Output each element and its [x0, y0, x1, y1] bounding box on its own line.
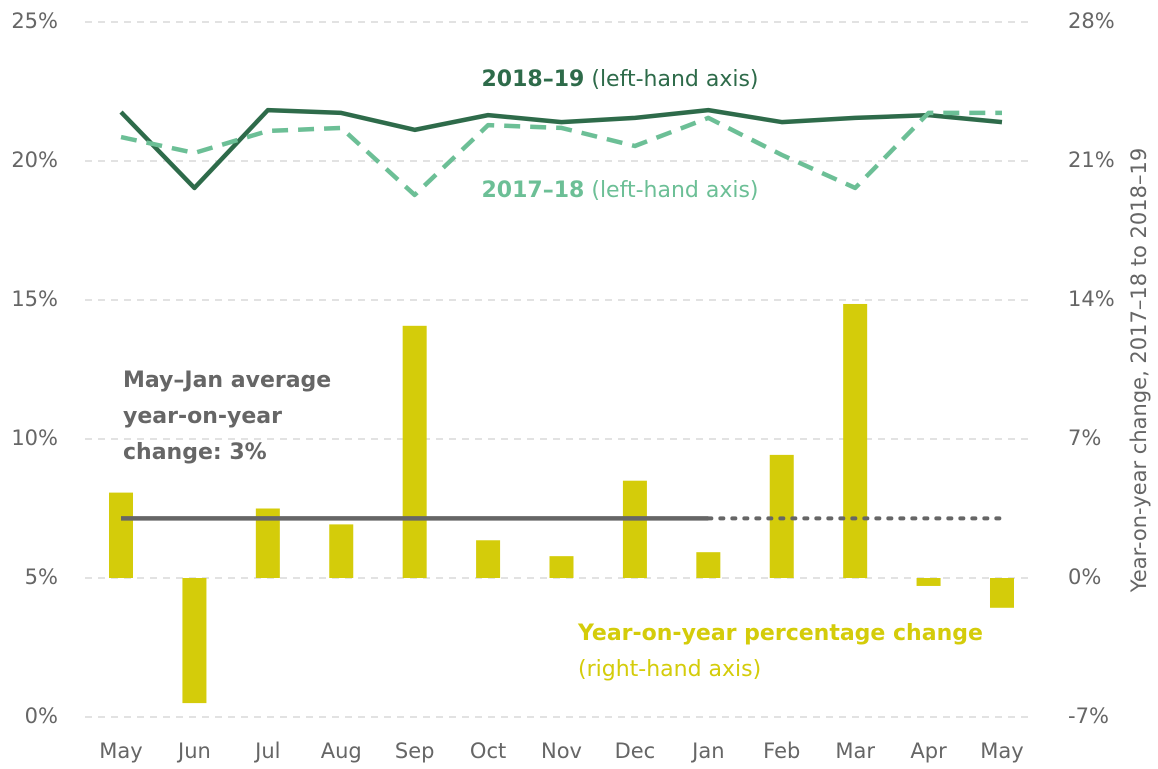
- y-tick-label: 20%: [11, 148, 58, 172]
- y-tick-label: 10%: [11, 426, 58, 450]
- line-series: [119, 107, 1003, 191]
- series-label: 2018–19 (left-hand axis): [482, 67, 759, 92]
- x-tick-label: Jun: [176, 739, 211, 763]
- bar: [696, 552, 721, 578]
- bar: [989, 578, 1014, 608]
- x-tick-label: May: [99, 739, 142, 763]
- bar: [329, 524, 354, 578]
- x-tick-label: May: [980, 739, 1023, 763]
- bar: [843, 303, 868, 578]
- x-tick-label: Mar: [835, 739, 875, 763]
- average-label: change: 3%: [123, 440, 267, 465]
- y-tick-label: 0%: [25, 704, 58, 728]
- x-tick-label: Nov: [541, 739, 582, 763]
- x-tick-label: Feb: [763, 739, 800, 763]
- x-tick-label: Jul: [253, 739, 280, 763]
- y2-tick-label: 14%: [1068, 287, 1115, 311]
- series-note: (right-hand axis): [578, 657, 761, 682]
- series-name: 2018–19: [482, 67, 585, 92]
- x-tick-label: Aug: [321, 739, 362, 763]
- series-label: 2017–18 (left-hand axis): [482, 178, 759, 203]
- bar: [476, 540, 501, 578]
- y-tick-label: 5%: [25, 565, 58, 589]
- y2-tick-label: -7%: [1068, 704, 1109, 728]
- bar: [622, 480, 647, 578]
- bar: [255, 508, 280, 578]
- x-tick-label: Oct: [470, 739, 506, 763]
- line-series: [120, 110, 1002, 198]
- bar: [549, 556, 574, 578]
- x-tick-label: Jan: [690, 739, 724, 763]
- y2-tick-label: 0%: [1068, 565, 1101, 589]
- bar: [182, 578, 207, 704]
- y-tick-label: 15%: [11, 287, 58, 311]
- y2-tick-label: 7%: [1068, 426, 1101, 450]
- y-tick-label: 25%: [11, 9, 58, 33]
- bar: [402, 325, 427, 578]
- series-name: Year-on-year percentage change: [577, 621, 983, 646]
- x-tick-label: Sep: [395, 739, 435, 763]
- series-name: 2017–18: [482, 178, 585, 203]
- series-note: (left-hand axis): [591, 178, 758, 203]
- average-label: year-on-year: [123, 404, 282, 429]
- bar: [109, 492, 134, 578]
- bar: [916, 578, 941, 586]
- series-note: (left-hand axis): [591, 67, 758, 92]
- x-tick-label: Dec: [615, 739, 656, 763]
- y2-tick-label: 21%: [1068, 148, 1115, 172]
- average-label: May–Jan average: [123, 368, 331, 393]
- y2-axis-label: Year-on-year change, 2017–18 to 2018–19: [1127, 148, 1151, 593]
- y2-tick-label: 28%: [1068, 9, 1115, 33]
- x-tick-label: Apr: [910, 739, 947, 763]
